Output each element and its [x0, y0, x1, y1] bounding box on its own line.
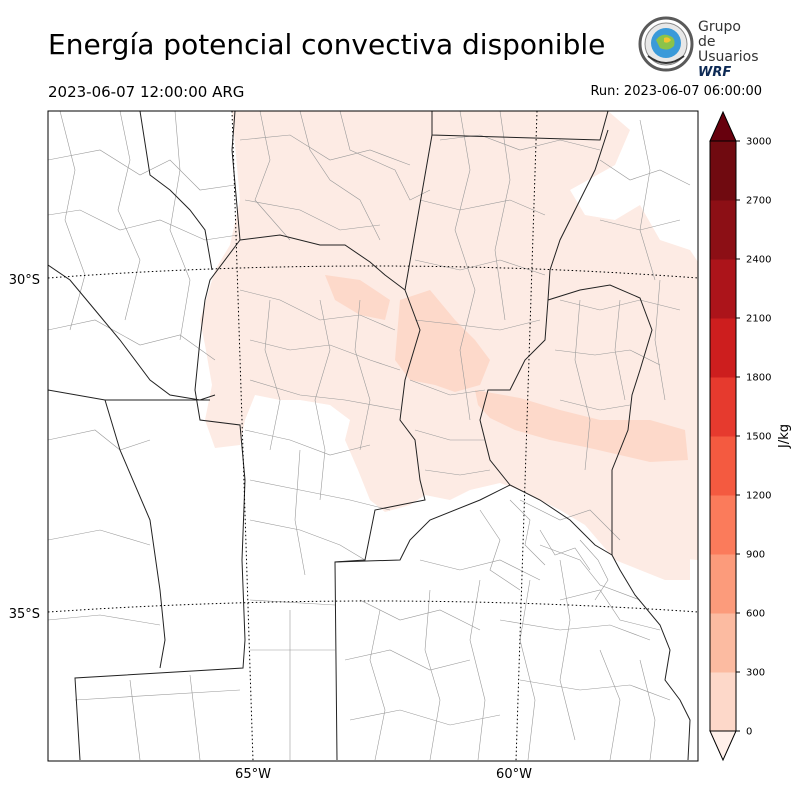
colorbar-tick-label: 2700 [746, 196, 771, 207]
colorbar-bin [710, 613, 736, 673]
colorbar-tick-label: 2400 [746, 255, 771, 266]
colorbar-extend-min [709, 730, 737, 762]
colorbar-tick-label: 3000 [746, 137, 771, 148]
colorbar-tick-label: 1200 [746, 491, 771, 502]
colorbar-tick-label: 600 [746, 609, 765, 620]
page-title: Energía potencial convectiva disponible [48, 28, 606, 61]
graticule [48, 111, 698, 761]
colorbar: 0 300 600 900 1200 1500 1800 2100 2400 2700 3000 [709, 110, 771, 762]
colorbar-tick-label: 900 [746, 550, 765, 561]
colorbar-tick-label: 2100 [746, 314, 771, 325]
colorbar-bin [710, 259, 736, 319]
colorbar-label: J/kg [777, 424, 792, 449]
lon-label-65w: 65°W [235, 767, 271, 782]
colorbar-tick-label: 1800 [746, 373, 771, 384]
colorbar-extend-max [709, 110, 737, 142]
lat-label-30s: 30°S [9, 273, 40, 288]
logo-line-3: WRF [698, 65, 732, 80]
logo-line-2: Usuarios [698, 49, 759, 65]
colorbar-bin [710, 318, 736, 378]
colorbar-bin [710, 436, 736, 496]
cape-field-300-600 [325, 275, 688, 462]
colorbar-bin [710, 200, 736, 260]
lat-label-35s: 35°S [9, 607, 40, 622]
logo-line-1: Grupo de [698, 19, 741, 50]
wrf-logo: Grupo de Usuarios WRF [638, 16, 759, 80]
run-time: Run: 2023-06-07 06:00:00 [590, 84, 762, 99]
map-frame [47, 110, 699, 762]
department-boundaries [48, 111, 691, 761]
colorbar-tick-label: 1500 [746, 432, 771, 443]
wrf-globe-icon [638, 16, 694, 72]
colorbar-bin [710, 672, 736, 732]
colorbar-bin [710, 554, 736, 614]
colorbar-tick-label: 0 [746, 727, 752, 738]
colorbar-bin [710, 377, 736, 437]
map-panel [48, 111, 698, 761]
lon-label-60w: 60°W [496, 767, 532, 782]
colorbar-tick-label: 300 [746, 668, 765, 679]
valid-time: 2023-06-07 12:00:00 ARG [48, 83, 245, 101]
province-boundaries [48, 111, 691, 761]
colorbar-bin [710, 141, 736, 201]
colorbar-bin [710, 495, 736, 555]
